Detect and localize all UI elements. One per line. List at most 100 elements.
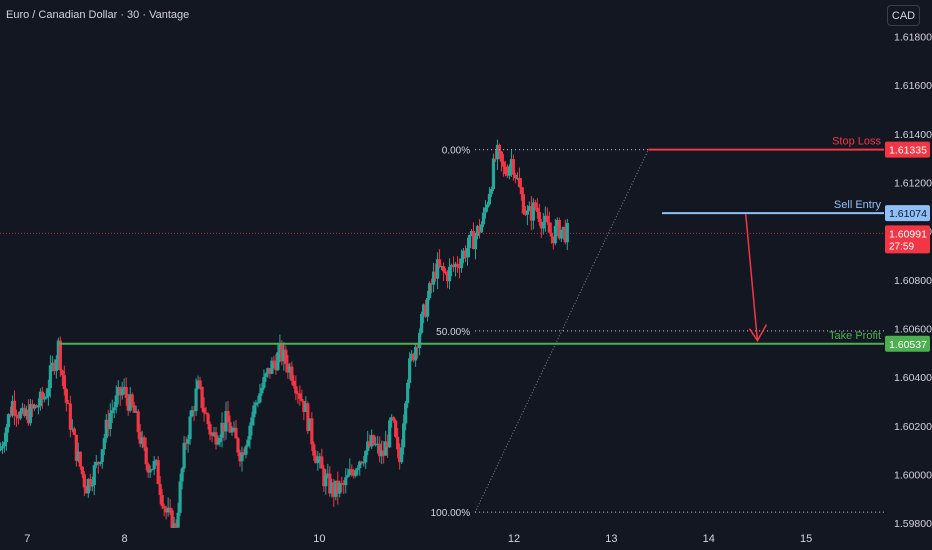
candle (551, 236, 555, 250)
candle (541, 213, 545, 235)
candle (14, 409, 19, 427)
x-tick-label: 14 (703, 533, 715, 545)
candle (162, 503, 166, 517)
candle (190, 405, 194, 418)
candle (142, 435, 146, 452)
candle (122, 378, 126, 395)
candle (553, 219, 557, 246)
candle (270, 357, 274, 375)
candle (288, 362, 292, 380)
candle (529, 196, 533, 231)
candle (360, 460, 364, 465)
candle (72, 426, 76, 436)
candle (394, 419, 398, 439)
candle (268, 368, 272, 379)
candle (557, 217, 561, 241)
candle (416, 344, 420, 359)
candle (535, 198, 539, 219)
candle (184, 436, 188, 450)
candle (160, 489, 164, 510)
candle (517, 167, 521, 188)
candle (336, 471, 340, 505)
candle (302, 400, 306, 421)
candle (404, 400, 408, 431)
candle (28, 398, 33, 426)
candle (356, 465, 360, 476)
candle (98, 461, 102, 467)
candle (523, 205, 527, 216)
candle (354, 468, 358, 478)
candle (423, 299, 428, 318)
candle (485, 201, 490, 212)
candle (244, 444, 248, 459)
candle (124, 377, 128, 406)
candle (80, 465, 84, 479)
candle (348, 458, 352, 477)
candle (278, 334, 282, 363)
candle (475, 224, 480, 240)
svg-text:27:59: 27:59 (889, 241, 914, 252)
candle (549, 222, 553, 244)
candle (242, 448, 246, 456)
svg-text:1.60537: 1.60537 (889, 339, 927, 351)
candle (390, 414, 394, 428)
candle (286, 355, 290, 379)
candle (0, 441, 5, 455)
candle (467, 234, 472, 258)
candle (330, 478, 334, 498)
candle (358, 460, 362, 476)
candle (206, 412, 210, 430)
candle (477, 219, 482, 239)
candle (427, 281, 432, 301)
candle (62, 365, 66, 396)
candle (473, 232, 478, 260)
time-axis[interactable] (0, 528, 884, 550)
candle (300, 389, 304, 402)
candle (435, 252, 440, 290)
candle (332, 478, 336, 507)
candle (54, 355, 58, 379)
y-tick-label: 1.60400 (894, 372, 932, 384)
candle (236, 436, 240, 457)
candle (501, 153, 506, 177)
x-tick-label: 12 (508, 533, 520, 545)
candle (310, 412, 314, 451)
candle (66, 399, 70, 404)
candle (136, 409, 140, 440)
y-tick-label: 1.61200 (894, 177, 932, 189)
candle (408, 352, 412, 389)
candle (164, 505, 168, 520)
candle (182, 436, 186, 473)
stop-loss-price-tag: 1.61335 (885, 141, 930, 158)
candle (154, 459, 158, 466)
candle (421, 303, 426, 324)
candles-layer (0, 139, 569, 544)
candle (457, 258, 462, 279)
candle (412, 352, 416, 363)
y-tick-label: 1.60800 (894, 275, 932, 287)
candle (406, 379, 410, 408)
candle (497, 143, 502, 160)
currency-button[interactable]: CAD (887, 5, 920, 26)
candle (106, 410, 110, 437)
candle (527, 201, 531, 212)
candle (304, 396, 308, 413)
candle (507, 164, 512, 180)
x-tick-label: 10 (313, 533, 325, 545)
candle (328, 466, 332, 497)
candle (266, 367, 270, 378)
candle (342, 479, 346, 494)
candle (24, 405, 29, 420)
candle (262, 369, 266, 391)
y-tick-label: 1.60600 (894, 323, 932, 335)
candle (20, 402, 25, 414)
candle (126, 393, 130, 416)
candle (495, 139, 500, 170)
candle (372, 434, 376, 446)
candle (168, 498, 172, 515)
candle (26, 399, 31, 426)
price-axis[interactable] (884, 0, 932, 550)
chart-title: Euro / Canadian Dollar · 30 · Vantage (6, 9, 190, 21)
